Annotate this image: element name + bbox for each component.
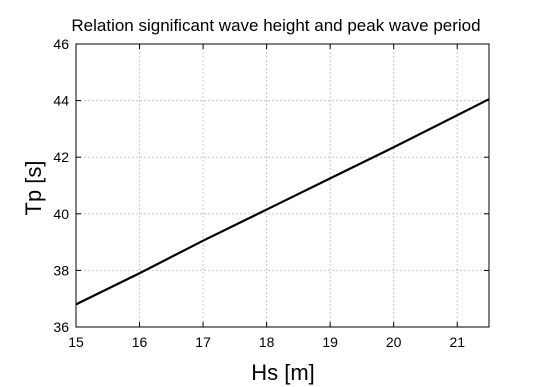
- x-tick-label: 17: [195, 334, 211, 350]
- x-tick-label: 20: [386, 334, 402, 350]
- series-line: [75, 98, 490, 306]
- y-axis-label: Tp [s]: [21, 160, 46, 215]
- y-tick-label: 38: [53, 262, 69, 278]
- series-group: [75, 98, 490, 306]
- chart-title: Relation significant wave height and pea…: [71, 16, 480, 35]
- x-tick-label: 16: [132, 334, 148, 350]
- x-tick-label: 18: [259, 334, 275, 350]
- plot-area: [75, 43, 490, 328]
- x-tick-label: 21: [449, 334, 465, 350]
- x-tick-label: 15: [68, 334, 84, 350]
- x-axis-label: Hs [m]: [251, 360, 315, 385]
- y-tick-label: 40: [53, 206, 69, 222]
- y-tick-label: 36: [53, 319, 69, 335]
- y-tick-label: 44: [53, 93, 69, 109]
- y-tick-label: 42: [53, 149, 69, 165]
- y-tick-label: 46: [53, 36, 69, 52]
- ticks: 15 16 17 18 19 20 21 36 38 40 42 44 46: [53, 36, 489, 350]
- x-tick-label: 19: [322, 334, 338, 350]
- plot-border: [75, 43, 490, 328]
